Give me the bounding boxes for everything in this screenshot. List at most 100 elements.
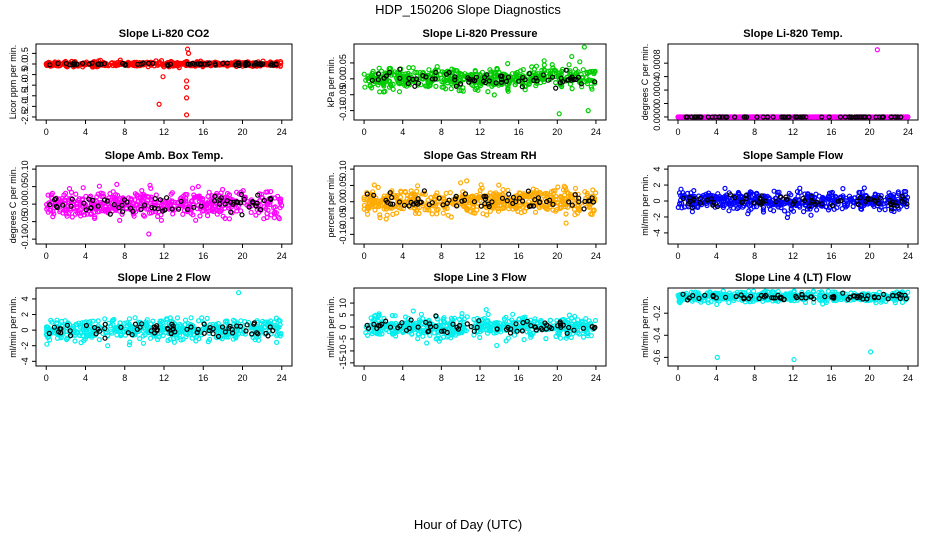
- reference-point: [255, 192, 261, 198]
- data-point: [77, 213, 84, 219]
- data-point: [451, 79, 458, 85]
- data-point: [478, 77, 484, 83]
- x-tick-label: 24: [591, 127, 601, 137]
- data-point: [679, 205, 685, 211]
- x-tick-label: 24: [277, 127, 287, 137]
- reference-point: [572, 192, 578, 198]
- data-point: [558, 194, 564, 201]
- data-point: [368, 72, 374, 79]
- y-tick-label: -4: [20, 357, 30, 365]
- data-point: [496, 182, 502, 188]
- data-point: [850, 203, 856, 210]
- x-tick-label: 8: [122, 251, 127, 261]
- panel-title: Slope Li-820 Temp.: [743, 28, 842, 40]
- data-point: [488, 69, 494, 75]
- data-point: [405, 192, 411, 199]
- reference-point: [98, 61, 104, 67]
- reference-point: [860, 114, 867, 120]
- data-point: [370, 68, 376, 75]
- y-axis-label: percent per min.: [326, 172, 336, 237]
- data-point: [248, 209, 254, 215]
- data-point: [66, 186, 73, 192]
- data-point: [487, 208, 493, 214]
- y-tick-label: -2.0: [20, 99, 30, 115]
- x-tick-label: 4: [400, 373, 405, 383]
- reference-point: [683, 114, 689, 120]
- data-point: [96, 183, 103, 189]
- data-point: [478, 182, 484, 188]
- y-tick-label: 0.5: [20, 47, 30, 60]
- data-point: [549, 61, 555, 68]
- x-tick-label: 0: [44, 373, 49, 383]
- reference-point: [187, 61, 193, 67]
- data-point: [427, 82, 433, 89]
- reference-point: [454, 203, 460, 209]
- data-point: [861, 185, 867, 191]
- data-point: [380, 197, 386, 203]
- data-point: [196, 318, 202, 324]
- data-point: [736, 114, 743, 120]
- outlier-point: [160, 74, 166, 80]
- data-point: [542, 205, 549, 211]
- data-point: [726, 208, 732, 214]
- data-point: [426, 67, 432, 73]
- reference-point: [128, 205, 134, 211]
- data-point: [835, 114, 841, 120]
- y-tick-label: -0.05: [20, 211, 30, 232]
- data-point: [381, 89, 387, 95]
- y-tick-label: -0.10: [338, 100, 348, 121]
- reference-point: [545, 77, 551, 83]
- data-point: [50, 214, 56, 220]
- data-point: [206, 189, 212, 195]
- data-point: [797, 185, 803, 191]
- x-tick-label: 20: [865, 251, 875, 261]
- reference-point: [484, 72, 490, 78]
- reference-point: [459, 198, 465, 204]
- reference-point: [185, 206, 191, 212]
- data-point: [703, 114, 709, 120]
- reference-point: [390, 201, 396, 207]
- reference-point: [406, 203, 412, 209]
- reference-point: [526, 71, 533, 77]
- y-tick-label: -2: [20, 342, 30, 350]
- reference-point: [54, 204, 60, 210]
- data-point: [405, 72, 411, 79]
- reference-point: [898, 114, 904, 120]
- data-point: [377, 212, 383, 218]
- reference-point: [590, 199, 597, 205]
- data-point: [117, 195, 123, 201]
- data-point: [512, 81, 518, 88]
- reference-point: [481, 193, 487, 200]
- data-point: [590, 208, 596, 214]
- data-point: [140, 212, 146, 218]
- reference-point: [852, 114, 858, 120]
- data-point: [882, 207, 888, 213]
- data-point: [458, 87, 464, 94]
- x-tick-label: 16: [514, 373, 524, 383]
- reference-point: [866, 114, 872, 120]
- reference-point: [270, 62, 276, 68]
- y-tick-label: -2.5: [20, 109, 30, 125]
- reference-point: [440, 202, 446, 208]
- data-point: [261, 216, 267, 222]
- data-point: [105, 62, 112, 69]
- reference-point: [504, 198, 510, 204]
- data-point: [514, 74, 520, 80]
- x-tick-label: 12: [788, 251, 798, 261]
- y-tick-label: -0.05: [338, 84, 348, 105]
- data-point: [141, 213, 148, 219]
- data-point: [390, 81, 396, 88]
- x-tick-label: 0: [362, 127, 367, 137]
- data-point: [445, 212, 451, 218]
- y-tick-label: -0.4: [652, 328, 662, 344]
- reference-point: [498, 79, 505, 86]
- data-point: [557, 82, 563, 88]
- data-point: [439, 84, 445, 90]
- data-point: [199, 197, 205, 203]
- reference-point: [47, 62, 53, 68]
- x-tick-label: 24: [903, 373, 913, 383]
- panel-title: Slope Li-820 CO2: [119, 28, 209, 40]
- x-tick-label: 12: [475, 127, 485, 137]
- x-tick-label: 4: [83, 127, 88, 137]
